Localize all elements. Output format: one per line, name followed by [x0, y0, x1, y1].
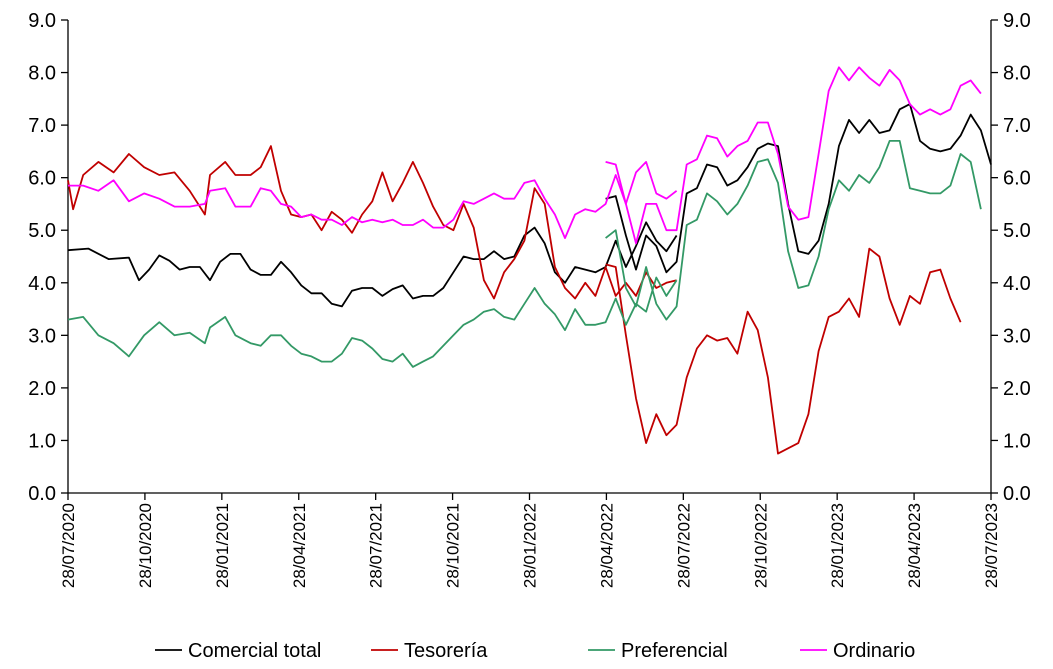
series-layer	[67, 66, 992, 455]
x-tick-label: 28/04/2022	[597, 503, 616, 588]
x-tick-label: 28/10/2021	[444, 503, 463, 588]
chart-axes: 0.0 0.0 1.0 1.0 2.0 2.0 3.0 3.0 4.0 4.0 5.0 5.0 6.0 6…	[28, 10, 1031, 588]
y-tick-label-right: 7.0	[1003, 115, 1031, 137]
y-tick-label-left: 8.0	[28, 63, 56, 85]
legend-label: Ordinario	[833, 640, 915, 662]
series-line-ordinario-2	[605, 66, 982, 245]
series-line-preferencial-2	[605, 139, 982, 321]
x-tick-label: 28/04/2021	[290, 503, 309, 588]
y-tick-label-left: 5.0	[28, 220, 56, 242]
series-line-tesorer-a-2	[605, 247, 962, 455]
series-line-ordinario-1	[68, 160, 678, 240]
series-line-tesorer-a-1	[67, 145, 677, 300]
y-tick-label-right: 5.0	[1003, 220, 1031, 242]
y-tick-label-left: 6.0	[28, 168, 56, 190]
legend-label: Tesorería	[404, 640, 488, 662]
y-tick-label-right: 9.0	[1003, 10, 1031, 32]
y-tick-label-left: 2.0	[28, 378, 56, 400]
x-tick-label: 28/07/2023	[982, 503, 1001, 588]
y-tick-label-right: 3.0	[1003, 325, 1031, 347]
legend: Comercial total Tesorería Preferencial Ordi…	[155, 640, 915, 662]
y-tick-label-right: 6.0	[1003, 168, 1031, 190]
y-tick-label-right: 2.0	[1003, 378, 1031, 400]
y-tick-label-left: 0.0	[28, 483, 56, 505]
x-tick-label: 28/01/2023	[828, 503, 847, 588]
series-line-comercial-total-1	[67, 221, 678, 308]
x-tick-label: 28/07/2020	[59, 503, 78, 588]
y-tick-label-right: 1.0	[1003, 430, 1031, 452]
y-tick-label-left: 9.0	[28, 10, 56, 32]
y-tick-label-left: 4.0	[28, 273, 56, 295]
legend-label: Comercial total	[188, 640, 321, 662]
series-line-comercial-total-2	[605, 103, 992, 274]
x-tick-label: 28/01/2022	[521, 503, 540, 588]
x-tick-label: 28/04/2023	[905, 503, 924, 588]
y-tick-label-right: 0.0	[1003, 483, 1031, 505]
y-tick-label-left: 7.0	[28, 115, 56, 137]
x-tick-label: 28/07/2021	[367, 503, 386, 588]
x-tick-label: 28/01/2021	[213, 503, 232, 588]
y-tick-label-left: 1.0	[28, 430, 56, 452]
y-tick-label-right: 4.0	[1003, 273, 1031, 295]
x-tick-label: 28/10/2022	[751, 503, 770, 588]
series-line-preferencial-1	[67, 276, 678, 368]
y-tick-label-left: 3.0	[28, 325, 56, 347]
y-tick-label-right: 8.0	[1003, 63, 1031, 85]
x-tick-label: 28/07/2022	[674, 503, 693, 588]
x-tick-label: 28/10/2020	[136, 503, 155, 588]
legend-label: Preferencial	[621, 640, 728, 662]
